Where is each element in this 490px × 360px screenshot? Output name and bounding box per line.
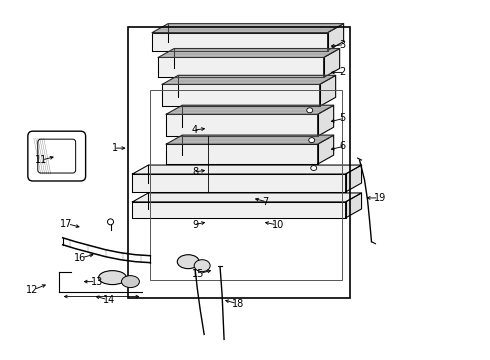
Polygon shape: [328, 24, 343, 50]
Text: 19: 19: [373, 193, 386, 203]
Text: 8: 8: [192, 167, 198, 177]
Ellipse shape: [107, 219, 114, 225]
Text: 12: 12: [26, 284, 39, 294]
Text: 5: 5: [340, 113, 346, 123]
Ellipse shape: [194, 260, 210, 272]
Text: 17: 17: [60, 219, 73, 229]
Ellipse shape: [311, 166, 317, 171]
Polygon shape: [345, 165, 362, 192]
Ellipse shape: [177, 255, 199, 269]
Text: 4: 4: [192, 125, 198, 135]
Polygon shape: [132, 174, 345, 192]
Polygon shape: [158, 49, 340, 58]
Text: 15: 15: [192, 269, 204, 279]
Text: 11: 11: [34, 155, 47, 165]
Ellipse shape: [98, 271, 126, 285]
Polygon shape: [324, 49, 340, 77]
Text: 18: 18: [232, 298, 245, 309]
Polygon shape: [166, 144, 318, 164]
Text: 2: 2: [340, 67, 346, 77]
Bar: [128, 27, 349, 298]
Polygon shape: [132, 193, 362, 202]
Text: 13: 13: [91, 276, 103, 287]
Text: 3: 3: [340, 40, 346, 50]
Polygon shape: [158, 58, 324, 77]
Text: 14: 14: [102, 294, 115, 305]
Polygon shape: [132, 165, 362, 174]
Polygon shape: [166, 105, 334, 114]
Ellipse shape: [309, 138, 315, 143]
Polygon shape: [166, 135, 334, 144]
Polygon shape: [345, 193, 362, 218]
Polygon shape: [152, 32, 328, 50]
Text: 7: 7: [262, 197, 268, 207]
Polygon shape: [132, 202, 345, 218]
Bar: [150, 90, 342, 280]
Polygon shape: [162, 84, 319, 106]
Polygon shape: [318, 105, 334, 136]
Text: 1: 1: [112, 143, 119, 153]
Polygon shape: [152, 24, 343, 32]
Polygon shape: [318, 135, 334, 164]
Ellipse shape: [307, 108, 313, 113]
Text: 6: 6: [340, 141, 346, 151]
Ellipse shape: [122, 276, 140, 288]
Text: 9: 9: [192, 220, 198, 230]
Text: 16: 16: [74, 253, 87, 263]
Polygon shape: [166, 114, 318, 136]
Polygon shape: [319, 75, 336, 106]
Polygon shape: [162, 75, 336, 84]
Text: 10: 10: [272, 220, 284, 230]
